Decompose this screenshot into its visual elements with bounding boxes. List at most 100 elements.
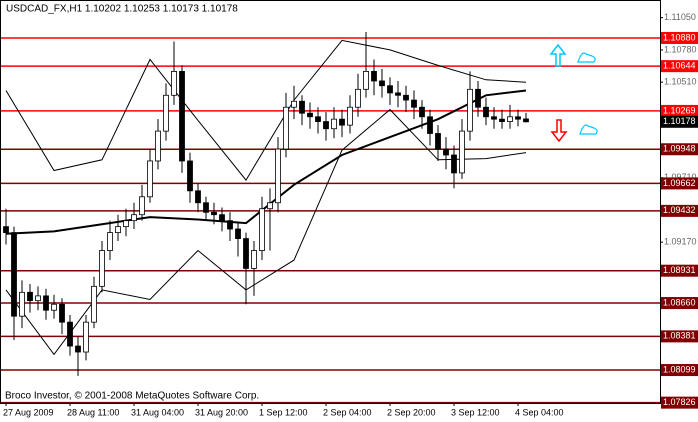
candle-body: [307, 112, 313, 118]
candle-body: [475, 88, 481, 108]
level-label: 1.08381: [663, 331, 696, 341]
candle-body: [483, 106, 489, 118]
candle-body: [267, 202, 273, 210]
candle-body: [387, 85, 393, 94]
candle-body: [43, 295, 49, 311]
candle-body: [427, 116, 433, 134]
candle-body: [363, 71, 369, 90]
candle-body: [467, 88, 473, 132]
candle-body: [315, 116, 321, 122]
level-label-box: [661, 396, 698, 409]
level-label: 1.08099: [663, 364, 696, 374]
candle-body: [115, 226, 121, 234]
y-tick-label: 1.10780: [664, 44, 697, 54]
candle-body: [523, 118, 529, 123]
candle-body: [219, 214, 225, 222]
signal-icons: [549, 43, 598, 143]
x-tick-label: 31 Aug 20:00: [195, 407, 248, 417]
x-tick-label: 28 Aug 11:00: [67, 407, 119, 417]
y-tick-label: 1.09170: [664, 237, 697, 247]
last-price-label: 1.10178: [663, 116, 696, 126]
candle-body: [339, 118, 345, 126]
x-tick-label: 3 Sep 12:00: [451, 407, 500, 417]
candle-body: [395, 92, 401, 96]
candle-body: [91, 285, 97, 323]
level-label: 1.10269: [663, 105, 696, 115]
candle-body: [155, 130, 161, 162]
candle-body: [59, 303, 65, 323]
x-tick-label: 2 Sep 04:00: [323, 407, 372, 417]
candle-body: [291, 100, 297, 108]
candle-body: [243, 238, 249, 269]
down-arrow: [550, 119, 568, 143]
candle-body: [323, 121, 329, 130]
candle-body: [99, 250, 105, 287]
candle-body: [355, 88, 361, 108]
candle-body: [331, 118, 337, 130]
x-tick-label: 2 Sep 20:00: [387, 407, 436, 417]
x-tick-label: 1 Sep 12:00: [259, 407, 308, 417]
level-label-box: [661, 143, 698, 156]
candle-body: [35, 295, 41, 302]
candle-body: [139, 196, 145, 216]
candle-body: [123, 220, 129, 228]
level-label: 1.09662: [663, 178, 696, 188]
candle-body: [131, 214, 137, 222]
candle-body: [3, 226, 9, 234]
level-label: 1.08931: [663, 265, 696, 275]
footer: Broco Investor, © 2001-2008 MetaQuotes S…: [5, 391, 259, 402]
x-tick-label: 27 Aug 2009: [3, 407, 54, 417]
candle-body: [83, 321, 89, 353]
candle-body: [451, 154, 457, 174]
level-label-box: [661, 330, 698, 343]
level-label: 1.10880: [663, 32, 696, 42]
level-label-box: [661, 104, 698, 117]
candle-body: [275, 148, 281, 204]
level-label-box: [661, 31, 698, 44]
level-label: 1.10644: [663, 61, 696, 71]
plot-frame: [0, 0, 661, 404]
candle-body: [491, 116, 497, 120]
level-label: 1.07826: [663, 397, 696, 407]
level-label: 1.09432: [663, 205, 696, 215]
hand-icon: [579, 124, 598, 135]
level-label-box: [661, 364, 698, 377]
candle-body: [211, 211, 217, 216]
candle-body: [107, 232, 113, 251]
candle-body: [499, 118, 505, 122]
last-price-box: [661, 115, 698, 128]
level-label-box: [661, 297, 698, 310]
candle-body: [67, 321, 73, 347]
y-tick-label: 1.10510: [664, 77, 697, 87]
candle-body: [19, 291, 25, 317]
candle-body: [235, 228, 241, 239]
level-label-box: [661, 264, 698, 277]
candle-body: [443, 148, 449, 156]
candle-body: [283, 106, 289, 150]
level-label-box: [661, 60, 698, 73]
candle-body: [27, 291, 33, 302]
candle-body: [435, 133, 441, 150]
level-label-box: [661, 204, 698, 217]
candle-body: [299, 100, 305, 114]
level-label-box: [661, 177, 698, 190]
candle-body: [371, 71, 377, 82]
chart-title: USDCAD_FX,H1 1.10202 1.10253 1.10173 1.1…: [6, 4, 238, 15]
candle-body: [11, 232, 17, 317]
hand-icon: [577, 52, 596, 63]
candle-body: [419, 106, 425, 118]
candle-body: [403, 94, 409, 101]
candle-body: [507, 116, 513, 122]
level-label: 1.09948: [663, 144, 696, 154]
x-tick-label: 4 Sep 04:00: [515, 407, 564, 417]
candle-body: [195, 190, 201, 204]
candle-body: [347, 106, 353, 126]
candle-body: [259, 208, 265, 251]
candle-body: [147, 160, 153, 198]
candle-body: [163, 94, 169, 132]
candle-body: [515, 116, 521, 120]
candle-body: [187, 160, 193, 192]
up-arrow: [549, 43, 567, 67]
candle-body: [251, 250, 257, 269]
